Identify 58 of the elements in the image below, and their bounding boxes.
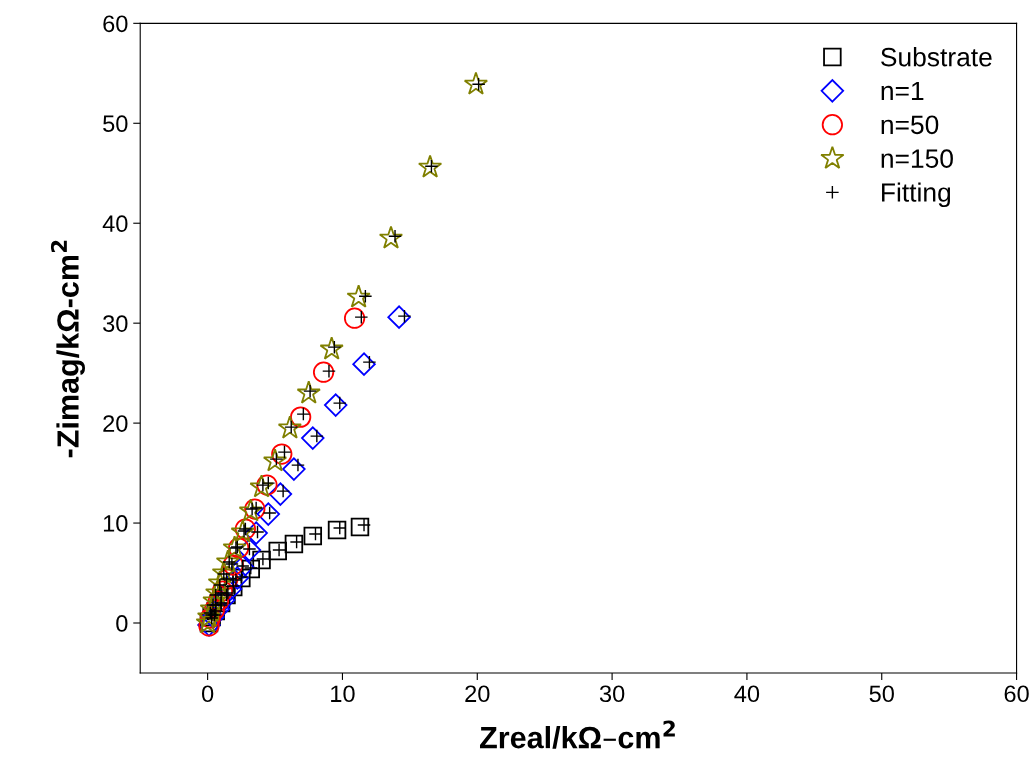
point [352, 352, 376, 376]
y-tick-label: 50 [103, 115, 128, 133]
point [238, 498, 263, 522]
point [303, 526, 323, 546]
point [222, 535, 247, 559]
point [249, 474, 274, 498]
legend-label: n=150 [881, 149, 953, 168]
x-tick-label: 10 [331, 685, 355, 703]
point [252, 550, 271, 570]
y-tick-label: 20 [103, 415, 128, 432]
point [268, 482, 293, 506]
point [324, 393, 348, 417]
point [346, 284, 371, 308]
point [350, 517, 370, 537]
point [378, 225, 404, 249]
point [271, 443, 293, 465]
x-tick-label: 0 [201, 685, 214, 703]
x-tick-label: 50 [869, 685, 894, 703]
point [319, 336, 344, 360]
point [417, 154, 443, 178]
point [327, 520, 347, 540]
x-tick-label: 20 [465, 685, 490, 703]
point [296, 380, 321, 404]
point [284, 534, 304, 554]
point [268, 541, 287, 561]
point [222, 554, 244, 576]
x-tick-label: 60 [1004, 685, 1029, 703]
y-tick-label: 30 [103, 315, 128, 332]
legend-label: n=1 [881, 81, 924, 101]
point [244, 521, 268, 545]
point [207, 570, 232, 594]
point [463, 71, 489, 95]
point [215, 549, 240, 573]
point [312, 361, 335, 383]
y-tick-label: 40 [102, 215, 128, 233]
point [204, 580, 230, 604]
legend-label: n=50 [881, 115, 939, 135]
point [387, 305, 411, 329]
point [277, 415, 303, 439]
y-tick-label: 60 [103, 15, 128, 33]
y-axis-title: -Zimag/kΩ-cm$^{2}$ [50, 240, 85, 458]
x-tick-label: 40 [734, 685, 760, 703]
point [228, 537, 250, 559]
point [244, 498, 266, 520]
y-tick-label: 10 [103, 515, 128, 532]
point [237, 538, 262, 562]
legend-label: Substrate [881, 47, 992, 67]
point [282, 457, 306, 481]
x-tick-label: 30 [599, 685, 625, 703]
point [290, 406, 312, 428]
legend-label: Fitting [882, 182, 951, 208]
point [262, 448, 288, 472]
y-tick-label: 0 [116, 615, 128, 632]
point [256, 502, 281, 526]
point [301, 426, 325, 450]
x-axis-title: Zreal/kΩ–cm$^{2}$ [480, 720, 675, 749]
point [256, 474, 278, 496]
point [343, 307, 366, 329]
